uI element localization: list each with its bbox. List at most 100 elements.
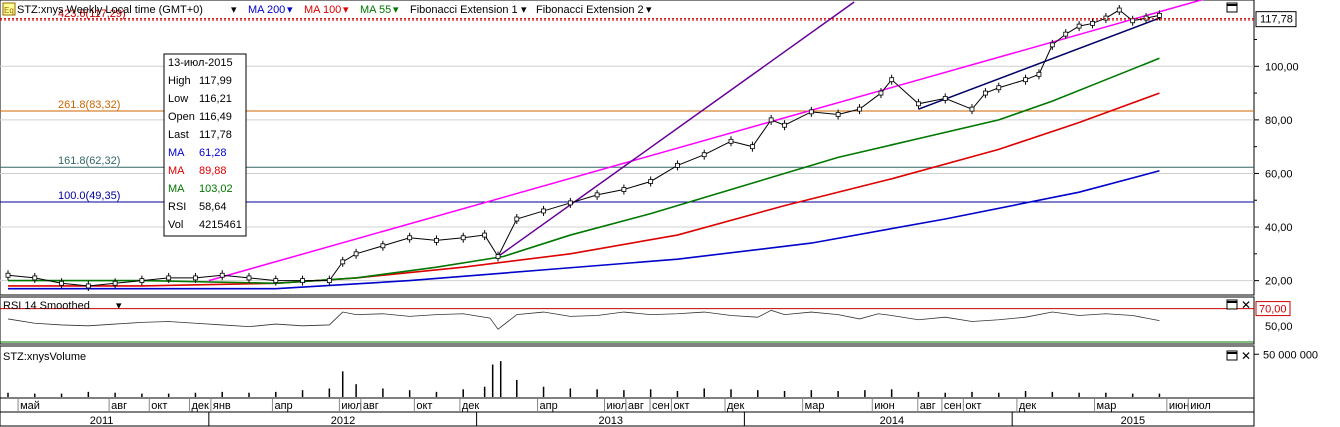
tooltip-row-value: 117,99 (199, 75, 232, 87)
volume-panel-close-icon[interactable]: ✕ (1241, 349, 1251, 363)
time-axis-month-label: дек (727, 400, 745, 412)
chart-header: Eq STZ:xnys Weekly Local time (GMT+0) ▾ … (2, 2, 652, 16)
fib2-dropdown-icon[interactable]: ▾ (646, 4, 652, 16)
price-candle-body (1023, 77, 1028, 83)
ma200-legend[interactable]: MA 200 (248, 4, 285, 16)
tooltip-row-label: Open (168, 111, 195, 123)
price-candle-body (1090, 21, 1095, 26)
price-candle-body (166, 275, 172, 281)
price-candles (5, 5, 1162, 291)
price-candle-body (139, 278, 145, 284)
symbol-dropdown-icon[interactable]: ▾ (231, 4, 237, 16)
tooltip-row-label: MA (168, 147, 185, 159)
rsi-dropdown-icon[interactable]: ▾ (116, 300, 122, 312)
price-candle-body (1157, 12, 1162, 18)
ma55-legend[interactable]: MA 55 (360, 4, 391, 16)
fib1-legend[interactable]: Fibonacci Extension 1 (410, 4, 518, 16)
price-candle-body (857, 106, 862, 112)
price-candle-body (482, 232, 488, 238)
price-panel-frame (0, 0, 1255, 296)
trend-line-purple[interactable] (497, 1, 855, 258)
price-candle-body (889, 77, 895, 83)
time-axis: май авг окт дек янв апр июл авг окт дек апр июл авг с… (17, 399, 1211, 427)
price-candle-body (768, 117, 774, 123)
price-axis-tick-label: 80,00 (1265, 115, 1293, 127)
ma-line (8, 169, 1160, 290)
fib2-legend[interactable]: Fibonacci Extension 2 (536, 4, 644, 16)
price-candle-body (1076, 23, 1082, 29)
ma55-dropdown-icon[interactable]: ▾ (393, 4, 399, 16)
price-candle-body (326, 278, 332, 284)
price-candle-body (916, 101, 921, 107)
price-candle-body (1143, 15, 1149, 21)
symbol-title[interactable]: STZ:xnys Weekly Local time (GMT+0) (17, 4, 203, 16)
price-candle-body (878, 90, 884, 96)
price-candle-body (340, 259, 346, 265)
rsi-mid-label: 50,00 (1265, 321, 1293, 333)
price-candle-body (193, 275, 198, 281)
price-candle-body (246, 275, 252, 281)
price-candle-body (701, 152, 707, 158)
ma100-dropdown-icon[interactable]: ▾ (343, 4, 349, 16)
price-candle-body (750, 144, 755, 150)
tooltip-row-value: 117,78 (199, 129, 232, 141)
time-axis-month-label: июл (607, 400, 628, 412)
fib1-dropdown-icon[interactable]: ▾ (521, 4, 527, 16)
tooltip-row-label: High (168, 75, 191, 87)
tooltip-row-value: 61,28 (199, 147, 227, 159)
tooltip-box (163, 53, 247, 237)
tooltip-rows: High 117,99 Low 116,21 Open 116,49 Last 117,78 M… (168, 75, 242, 231)
price-line (7, 9, 1160, 287)
ma200-dropdown-icon[interactable]: ▾ (287, 4, 293, 16)
rsi-line (7, 309, 1160, 330)
price-panel-maximize-icon[interactable] (1226, 2, 1238, 13)
time-axis-year-label: 2011 (90, 415, 114, 427)
time-axis-month-label: авг (363, 400, 379, 412)
tooltip-date: 13-июл-2015 (168, 57, 233, 69)
price-candle-body (648, 179, 654, 184)
price-candle-body (835, 112, 841, 117)
price-candle-body (942, 96, 948, 101)
price-candle-body (273, 278, 279, 284)
time-axis-year-label: 2013 (599, 415, 623, 427)
time-axis-month-label: окт (673, 400, 689, 412)
price-candle-body (495, 254, 501, 259)
rsi-panel-maximize-icon[interactable] (1226, 299, 1238, 310)
rsi-level-box (1255, 301, 1291, 317)
volume-panel-title[interactable]: STZ:xnysVolume (3, 351, 86, 363)
price-candle-body (380, 243, 386, 249)
current-price-box (1255, 11, 1297, 28)
price-candle-body (567, 200, 573, 206)
rsi-panel-close-icon[interactable]: ✕ (1241, 298, 1251, 312)
price-candle-body (353, 251, 359, 257)
tooltip-row-value: 4215461 (199, 219, 242, 231)
time-axis-month-label: сен (944, 400, 962, 412)
rsi-panel-frame (0, 296, 1255, 345)
symbol-icon[interactable] (2, 2, 16, 16)
ma100-legend[interactable]: MA 100 (304, 4, 341, 16)
price-candle-body (32, 275, 38, 281)
fibonacci-extension-line[interactable] (208, 0, 1213, 282)
price-axis-tick-label: 100,00 (1265, 61, 1299, 73)
price-candle-body (996, 85, 1002, 91)
tooltip-row-value: 58,64 (199, 201, 227, 213)
time-axis-month-label: июл (1190, 400, 1211, 412)
time-axis-month-label: апр (540, 400, 558, 412)
price-candle-body (1049, 42, 1055, 48)
volume-panel-maximize-icon[interactable] (1226, 350, 1238, 361)
trend-lines (208, 0, 1213, 282)
price-candle-body (59, 280, 64, 286)
ma-line (8, 92, 1160, 287)
price-candle-body (675, 163, 680, 168)
time-axis-month-label: июн (874, 400, 894, 412)
price-candle-body (969, 106, 975, 112)
price-candle-body (1116, 7, 1122, 13)
price-candle-body (541, 208, 546, 214)
time-axis-month-label: июн (1169, 400, 1189, 412)
trend-line-navy[interactable] (918, 17, 1160, 110)
tooltip-row-label: Vol (168, 219, 183, 231)
tooltip-row-label: RSI (168, 201, 186, 213)
rsi-panel-title[interactable]: RSI 14 Smoothed (3, 300, 90, 312)
price-axis-tick-label: 40,00 (1265, 222, 1293, 234)
symbol-icon-label: Eq (4, 6, 14, 15)
